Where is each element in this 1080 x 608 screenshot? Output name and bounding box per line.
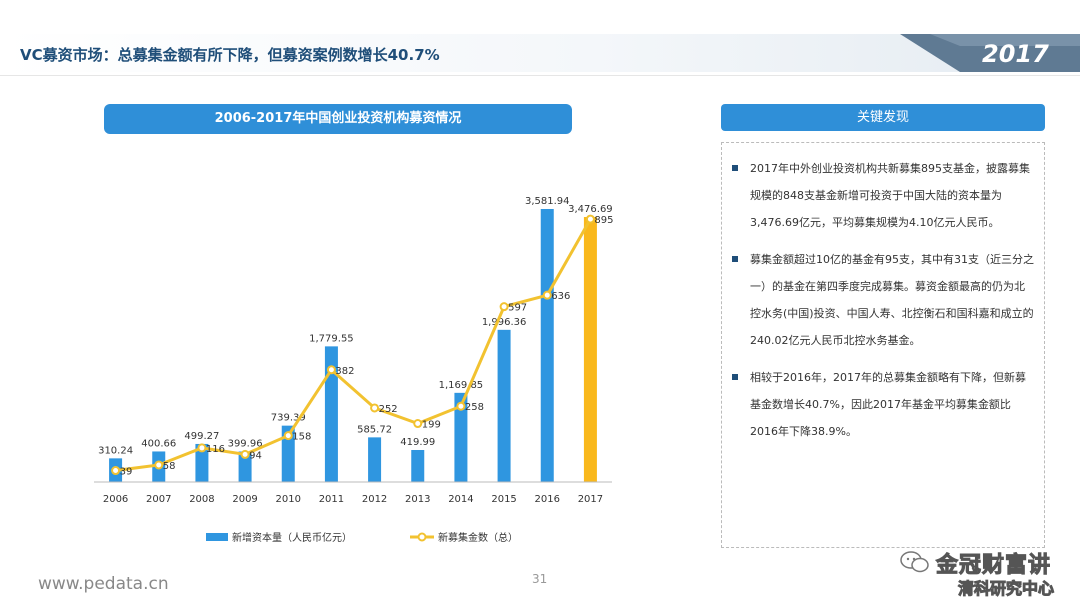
- line-value-label: 382: [335, 366, 354, 377]
- bar-value-label: 1,169.85: [439, 380, 484, 391]
- x-tick-label: 2010: [276, 494, 301, 505]
- finding-item: 2017年中外创业投资机构共新募集895支基金，披露募集规模的848支基金新增可…: [732, 155, 1034, 236]
- fund-count-point: [456, 401, 466, 411]
- year-badge: 2017: [982, 40, 1049, 68]
- bar-value-label: 3,581.94: [525, 196, 570, 207]
- fund-count-point: [542, 290, 552, 300]
- x-tick-label: 2007: [146, 494, 171, 505]
- watermark-line1: 金冠财富讲: [935, 553, 1052, 579]
- bar-value-label: 399.96: [228, 439, 263, 450]
- fund-count-point: [413, 419, 423, 429]
- findings-panel: 2017年中外创业投资机构共新募集895支基金，披露募集规模的848支基金新增可…: [721, 142, 1045, 548]
- header-divider: [0, 75, 1080, 76]
- bar-value-label: 1,996.36: [482, 317, 527, 328]
- bar-value-label: 400.66: [141, 438, 176, 449]
- x-tick-label: 2016: [535, 494, 560, 505]
- bar-value-label: 3,476.69: [568, 204, 613, 215]
- line-value-label: 199: [422, 420, 441, 431]
- capital-bar: [195, 443, 209, 482]
- chart-title: 2006-2017年中国创业投资机构募资情况: [104, 104, 572, 134]
- page-title: VC募资市场：总募集金额有所下降，但募资案例数增长40.7%: [20, 46, 440, 64]
- bullet-icon: [732, 374, 738, 380]
- fund-count-point: [585, 214, 595, 224]
- x-tick-label: 2017: [578, 494, 603, 505]
- x-tick-label: 2014: [448, 494, 473, 505]
- x-tick-label: 2008: [189, 494, 214, 505]
- watermark: 金冠财富讲 清科研究中心: [900, 545, 1060, 600]
- finding-item: 募集金额超过10亿的基金有95支，其中有31支（近三分之一）的基金在第四季度完成…: [732, 246, 1034, 354]
- finding-text: 2017年中外创业投资机构共新募集895支基金，披露募集规模的848支基金新增可…: [750, 162, 1030, 229]
- bar-value-label: 419.99: [400, 437, 435, 448]
- bar-value-label: 739.39: [271, 413, 306, 424]
- legend-bar-swatch: [206, 533, 228, 541]
- legend-bar-label: 新增资本量（人民币亿元）: [232, 531, 352, 544]
- x-tick-label: 2015: [491, 494, 516, 505]
- x-tick-label: 2013: [405, 494, 430, 505]
- fund-count-line: [115, 218, 592, 473]
- page-number: 31: [532, 572, 548, 586]
- fund-count-point: [283, 431, 293, 441]
- line-value-label: 158: [292, 432, 311, 443]
- watermark-line2: 清科研究中心: [957, 579, 1055, 599]
- legend-line-marker: [417, 532, 427, 542]
- capital-bar: [281, 425, 295, 482]
- line-value-label: 58: [163, 461, 176, 472]
- chart-legend: 新增资本量（人民币亿元） 新募集金数（总）: [206, 531, 518, 544]
- fund-count-point: [326, 365, 336, 375]
- x-tick-label: 2009: [232, 494, 257, 505]
- line-value-label: 94: [249, 450, 262, 461]
- capital-bar: [324, 346, 338, 482]
- legend-line-label: 新募集金数（总）: [438, 531, 518, 544]
- fund-count-point: [197, 443, 207, 453]
- x-tick-label: 2012: [362, 494, 387, 505]
- line-value-label: 252: [379, 404, 398, 415]
- fund-count-point: [111, 466, 121, 476]
- wechat-icon: [900, 551, 929, 573]
- fund-count-point: [240, 449, 250, 459]
- fund-count-point: [154, 460, 164, 470]
- capital-bar: [411, 449, 425, 482]
- fund-count-point: [370, 403, 380, 413]
- line-value-label: 597: [508, 303, 527, 314]
- bar-value-label: 1,779.55: [309, 333, 354, 344]
- capital-bar: [238, 451, 252, 482]
- finding-text: 募集金额超过10亿的基金有95支，其中有31支（近三分之一）的基金在第四季度完成…: [750, 253, 1034, 347]
- line-value-label: 116: [206, 444, 225, 455]
- header-banner: [0, 34, 1080, 72]
- bullet-icon: [732, 165, 738, 171]
- line-value-label: 895: [594, 215, 613, 226]
- footer-url: www.pedata.cn: [38, 574, 169, 594]
- line-value-label: 39: [120, 467, 133, 478]
- capital-bar: [368, 437, 382, 482]
- bar-value-label: 499.27: [184, 431, 219, 442]
- capital-bar: [540, 208, 554, 482]
- capital-bar: [497, 329, 511, 482]
- funding-chart: 310.24 400.66 499.27 399.96 739.39 1,779.55 58…: [94, 196, 614, 544]
- line-value-label: 636: [551, 291, 570, 302]
- line-value-label: 258: [465, 402, 484, 413]
- bar-value-label: 310.24: [98, 445, 133, 456]
- fund-count-point: [499, 302, 509, 312]
- finding-item: 相较于2016年，2017年的总募集金额略有下降，但新募基金数增长40.7%，因…: [732, 364, 1034, 445]
- finding-text: 相较于2016年，2017年的总募集金额略有下降，但新募基金数增长40.7%，因…: [750, 371, 1026, 438]
- bar-value-label: 585.72: [357, 424, 392, 435]
- x-tick-label: 2006: [103, 494, 128, 505]
- x-tick-label: 2011: [319, 494, 344, 505]
- capital-bar: [583, 217, 597, 482]
- findings-title: 关键发现: [721, 104, 1045, 131]
- bullet-icon: [732, 256, 738, 262]
- capital-bar: [454, 392, 468, 482]
- header-banner-bg: [0, 34, 1080, 72]
